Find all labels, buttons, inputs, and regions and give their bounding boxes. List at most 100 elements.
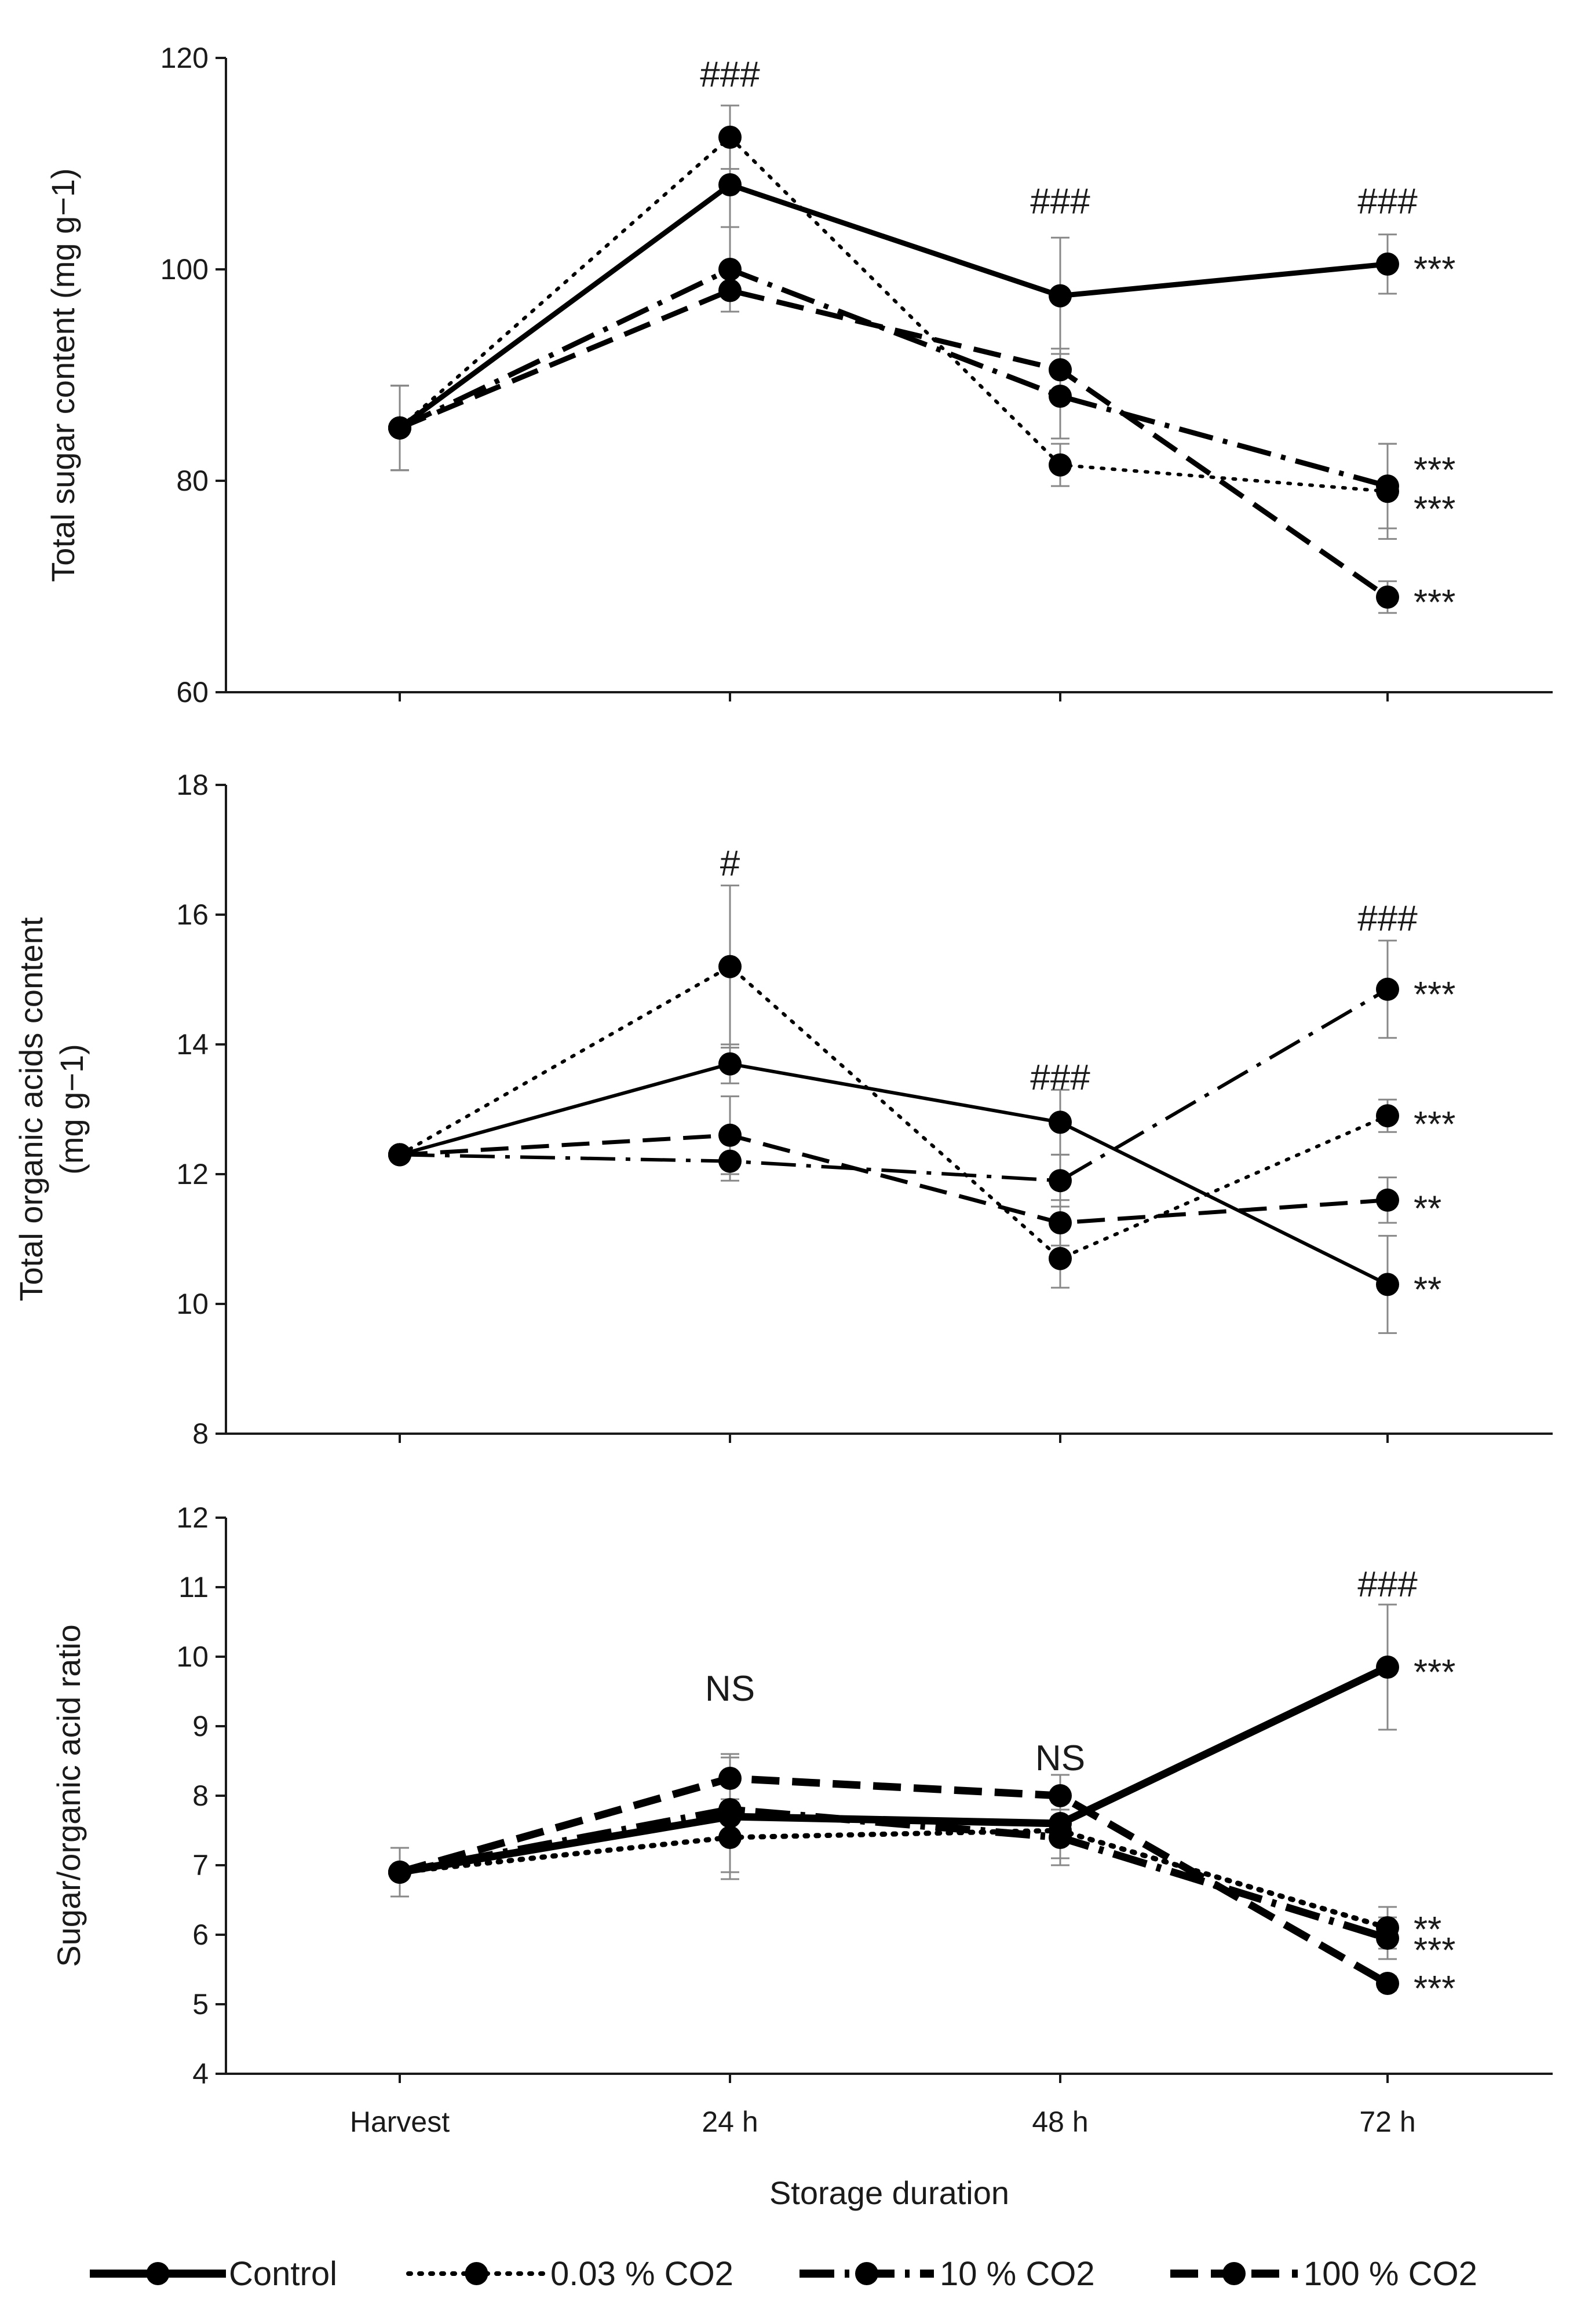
chart-panel-sugar: 60 80 100 120 Total sugar content (mg g−1) ##… xyxy=(45,42,1553,708)
significance-label: ### xyxy=(1357,181,1418,221)
series-line-100-co2 xyxy=(399,1774,1390,1987)
data-point xyxy=(1049,453,1072,477)
series-line-control xyxy=(399,1062,1389,1287)
data-point xyxy=(718,1123,742,1147)
significance-label: *** xyxy=(1414,975,1455,1015)
legend-marker xyxy=(146,2262,170,2285)
significance-label: ### xyxy=(700,54,760,94)
data-point xyxy=(1049,1247,1072,1270)
significance-label: *** xyxy=(1414,1653,1455,1693)
y-axis-title-line: Total sugar content (mg g−1) xyxy=(45,168,81,582)
series-line-0-03-co2 xyxy=(398,964,1389,1260)
significance-label: ** xyxy=(1414,1270,1441,1310)
y-tick-label: 18 xyxy=(176,769,209,801)
data-point xyxy=(388,1143,411,1167)
significance-label: ### xyxy=(1030,181,1090,221)
data-point xyxy=(388,416,411,440)
y-axis-title: Sugar/organic acid ratio xyxy=(50,1624,87,1967)
series-line-10-co2 xyxy=(399,1806,1389,1942)
data-point xyxy=(1049,284,1072,308)
significance-label: # xyxy=(720,843,740,883)
y-tick-label: 5 xyxy=(192,1988,209,2020)
data-point xyxy=(718,1826,742,1849)
legend-item: 100 % CO2 xyxy=(1170,2255,1477,2293)
y-axis-title-line: Sugar/organic acid ratio xyxy=(50,1624,87,1967)
legend-marker xyxy=(855,2262,878,2285)
y-tick-label: 10 xyxy=(176,1288,209,1320)
significance-label: *** xyxy=(1414,489,1455,529)
x-tick-label: 24 h xyxy=(702,2106,758,2138)
significance-label: NS xyxy=(705,1669,755,1709)
significance-label: *** xyxy=(1414,583,1455,623)
legend-label: 10 % CO2 xyxy=(940,2255,1095,2293)
y-tick-label: 11 xyxy=(178,1571,209,1603)
data-point xyxy=(1376,1972,1399,1995)
significance-label: *** xyxy=(1414,451,1455,491)
y-tick-label: 12 xyxy=(176,1501,209,1534)
data-point xyxy=(1049,1169,1072,1193)
series-line-10-co2 xyxy=(399,988,1389,1183)
legend-label: 100 % CO2 xyxy=(1304,2255,1477,2293)
x-tick-label: 72 h xyxy=(1359,2106,1415,2138)
legend-marker xyxy=(465,2262,488,2285)
significance-label: NS xyxy=(1035,1738,1085,1778)
y-tick-label: 10 xyxy=(176,1640,209,1673)
data-point xyxy=(718,173,742,196)
x-tick-label: 48 h xyxy=(1032,2106,1088,2138)
series-line-100-co2 xyxy=(399,1133,1388,1225)
data-point xyxy=(1376,252,1399,276)
chart-panel-ratio: 4 5 6 7 8 9 10 11 12 Harvest 24 h 48 h 72 h Sugar/org… xyxy=(50,1501,1553,2211)
significance-label: ### xyxy=(1030,1058,1090,1098)
significance-label: *** xyxy=(1414,1931,1455,1971)
data-point xyxy=(1049,1784,1072,1807)
data-point xyxy=(1376,1273,1399,1296)
chart-panel-acids: 8 10 12 14 16 18 Total organic acids content (m… xyxy=(13,769,1553,1450)
data-point xyxy=(1049,1110,1072,1134)
y-tick-label: 9 xyxy=(192,1710,209,1742)
data-point xyxy=(1049,1826,1072,1849)
data-point xyxy=(1376,1927,1399,1950)
y-tick-label: 8 xyxy=(192,1417,209,1450)
data-point xyxy=(1376,474,1399,498)
data-point xyxy=(1049,1211,1072,1234)
y-tick-label: 12 xyxy=(176,1158,209,1190)
y-tick-label: 7 xyxy=(192,1849,209,1881)
y-tick-label: 14 xyxy=(176,1028,209,1061)
legend: Control 0.03 % CO2 10 % CO2 100 % CO2 xyxy=(90,2255,1477,2293)
legend-label: Control xyxy=(229,2255,337,2293)
data-point xyxy=(1376,1104,1399,1128)
data-point xyxy=(1049,385,1072,408)
data-point xyxy=(1376,1188,1399,1212)
y-tick-label: 8 xyxy=(192,1779,209,1812)
series-line-100-co2 xyxy=(399,288,1389,600)
significance-label: *** xyxy=(1414,1105,1455,1145)
data-point xyxy=(718,1052,742,1076)
data-point xyxy=(718,125,742,149)
significance-label: ### xyxy=(1357,899,1418,939)
legend-item: Control xyxy=(90,2255,337,2293)
legend-label: 0.03 % CO2 xyxy=(550,2255,733,2293)
x-tick-label: Harvest xyxy=(350,2106,450,2138)
y-axis-title: Total sugar content (mg g−1) xyxy=(45,168,81,582)
y-axis-title-line: (mg g−1) xyxy=(53,1044,90,1175)
legend-item: 0.03 % CO2 xyxy=(406,2255,733,2293)
data-point xyxy=(718,1149,742,1173)
y-tick-label: 6 xyxy=(192,1919,209,1951)
legend-item: 10 % CO2 xyxy=(800,2255,1095,2293)
significance-label: ** xyxy=(1414,1189,1441,1229)
y-tick-label: 60 xyxy=(176,676,209,708)
data-point xyxy=(1376,1656,1399,1679)
data-point xyxy=(718,1767,742,1790)
data-point xyxy=(718,955,742,978)
series-line-0-03-co2 xyxy=(397,1828,1390,1931)
legend-marker xyxy=(1222,2262,1246,2285)
series-line-control xyxy=(398,182,1388,430)
data-point xyxy=(1049,358,1072,382)
y-tick-label: 120 xyxy=(160,42,209,74)
y-tick-label: 80 xyxy=(176,465,209,497)
y-axis-title: Total organic acids content (mg g−1) xyxy=(13,917,90,1302)
y-axis-title-line: Total organic acids content xyxy=(13,917,49,1302)
x-axis-title: Storage duration xyxy=(769,2175,1009,2211)
